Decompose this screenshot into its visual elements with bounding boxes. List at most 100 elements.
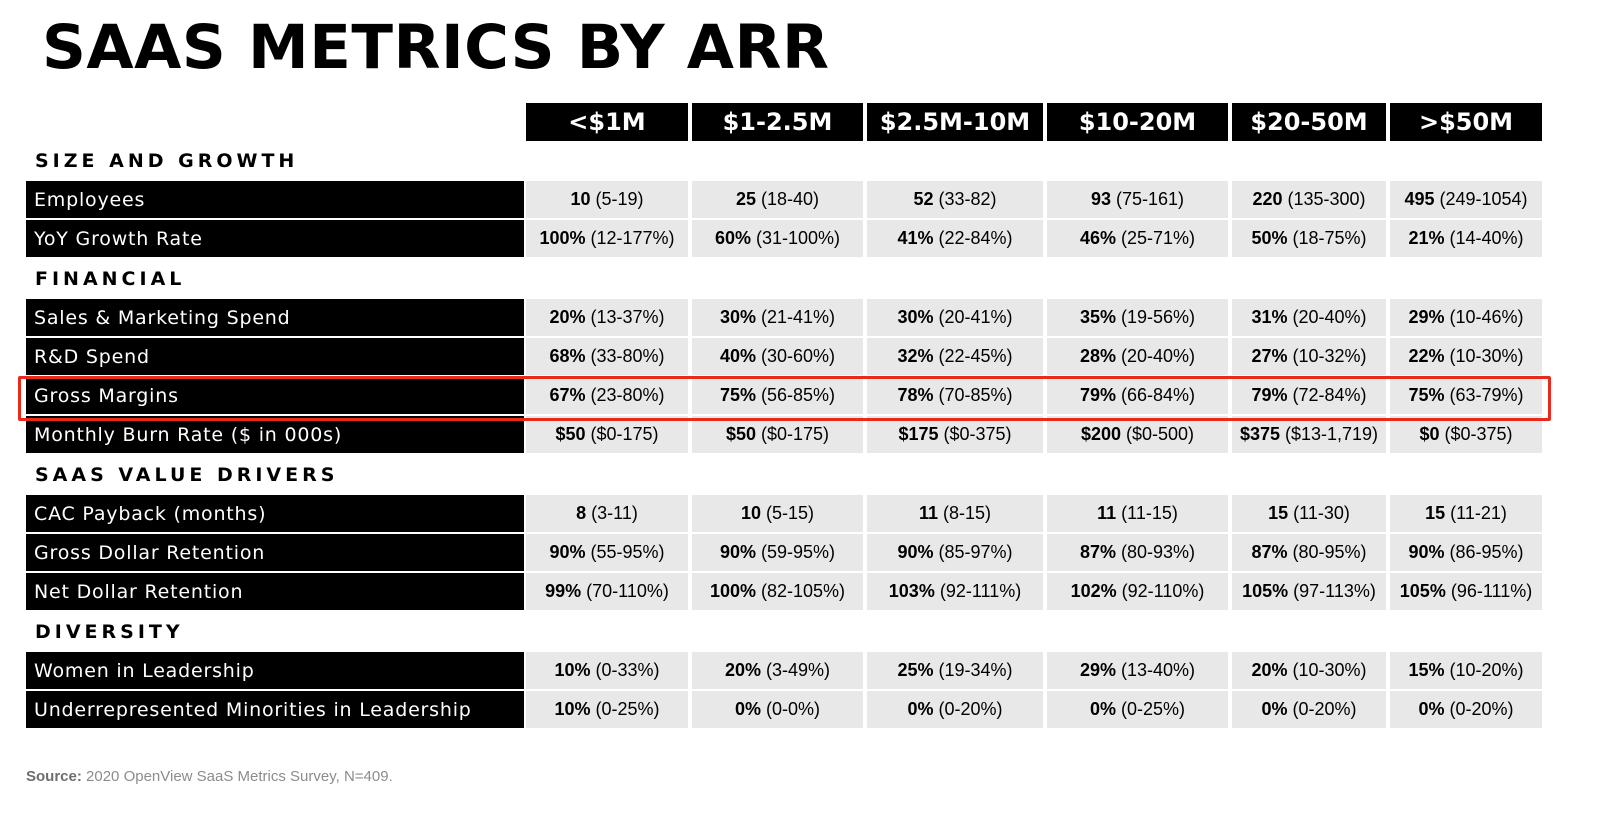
metric-range: (80-93%) bbox=[1121, 542, 1196, 562]
metric-range: (0-0%) bbox=[766, 699, 821, 719]
metric-median: $50 bbox=[555, 424, 586, 444]
table-row: YoY Growth Rate 100% (12-177%) 60% (31-100%)… bbox=[26, 220, 1576, 259]
metric-cell: 21% (14-40%) bbox=[1390, 220, 1542, 257]
metric-range: (86-95%) bbox=[1449, 542, 1524, 562]
metric-range: (10-46%) bbox=[1449, 307, 1524, 327]
metric-cell: 90% (55-95%) bbox=[526, 534, 688, 571]
column-header: $20-50M bbox=[1232, 103, 1386, 141]
metric-range: (19-56%) bbox=[1121, 307, 1196, 327]
metric-range: (3-11) bbox=[591, 503, 638, 523]
metric-cell: 105% (97-113%) bbox=[1232, 573, 1386, 610]
metric-cell: 0% (0-20%) bbox=[1232, 691, 1386, 728]
metric-median: 0% bbox=[1418, 699, 1445, 719]
metric-median: 22% bbox=[1408, 346, 1445, 366]
metric-median: 67% bbox=[549, 385, 586, 405]
metric-cell: 29% (13-40%) bbox=[1047, 652, 1228, 689]
row-label: CAC Payback (months) bbox=[26, 495, 524, 532]
metric-cell: 103% (92-111%) bbox=[867, 573, 1043, 610]
metric-cell: 0% (0-25%) bbox=[1047, 691, 1228, 728]
table-row: R&D Spend 68% (33-80%) 40% (30-60%) 32% (22-45… bbox=[26, 338, 1576, 377]
metric-range: (19-34%) bbox=[938, 660, 1013, 680]
metric-cell: 75% (63-79%) bbox=[1390, 377, 1542, 414]
metric-median: 10 bbox=[740, 503, 761, 523]
metric-range: (82-105%) bbox=[761, 581, 846, 601]
metric-median: $50 bbox=[725, 424, 756, 444]
metric-range: (0-20%) bbox=[1292, 699, 1357, 719]
metric-cell: 25 (18-40) bbox=[692, 181, 863, 218]
metric-median: 90% bbox=[897, 542, 934, 562]
metric-median: 75% bbox=[1408, 385, 1445, 405]
metric-cell: 87% (80-93%) bbox=[1047, 534, 1228, 571]
metric-range: (0-25%) bbox=[595, 699, 660, 719]
metric-range: (72-84%) bbox=[1292, 385, 1367, 405]
metric-cell: 75% (56-85%) bbox=[692, 377, 863, 414]
metric-cell: 20% (3-49%) bbox=[692, 652, 863, 689]
metric-cell: 78% (70-85%) bbox=[867, 377, 1043, 414]
metric-range: (12-177%) bbox=[590, 228, 675, 248]
metric-cell: 40% (30-60%) bbox=[692, 338, 863, 375]
metric-range: (11-15) bbox=[1121, 503, 1178, 523]
metric-median: 79% bbox=[1079, 385, 1116, 405]
metric-cell: 90% (86-95%) bbox=[1390, 534, 1542, 571]
metric-median: 41% bbox=[897, 228, 934, 248]
metric-median: 31% bbox=[1251, 307, 1288, 327]
metric-cell: 99% (70-110%) bbox=[526, 573, 688, 610]
metric-median: 25 bbox=[735, 189, 756, 209]
section-heading: FINANCIAL bbox=[35, 268, 186, 290]
metric-median: 8 bbox=[576, 503, 587, 523]
metric-median: 99% bbox=[545, 581, 582, 601]
metric-range: (80-95%) bbox=[1292, 542, 1367, 562]
metric-cell: 10% (0-33%) bbox=[526, 652, 688, 689]
column-header: $2.5M-10M bbox=[867, 103, 1043, 141]
metric-cell: 0% (0-20%) bbox=[867, 691, 1043, 728]
metric-cell: 41% (22-84%) bbox=[867, 220, 1043, 257]
metric-cell: $50 ($0-175) bbox=[526, 416, 688, 453]
metric-median: 15 bbox=[1268, 503, 1289, 523]
metric-range: (10-30%) bbox=[1292, 660, 1367, 680]
metric-cell: 15 (11-30) bbox=[1232, 495, 1386, 532]
metric-range: ($0-375) bbox=[1444, 424, 1513, 444]
metric-median: 29% bbox=[1079, 660, 1116, 680]
column-header: <$1M bbox=[526, 103, 688, 141]
section-heading: SAAS VALUE DRIVERS bbox=[35, 464, 339, 486]
column-header: $1-2.5M bbox=[692, 103, 863, 141]
metric-range: (11-30) bbox=[1293, 503, 1350, 523]
metric-range: (21-41%) bbox=[761, 307, 836, 327]
table-row: Sales & Marketing Spend 20% (13-37%) 30% (21… bbox=[26, 299, 1576, 338]
metric-cell: 0% (0-20%) bbox=[1390, 691, 1542, 728]
row-label: Monthly Burn Rate ($ in 000s) bbox=[26, 416, 524, 453]
metric-range: ($13-1,719) bbox=[1284, 424, 1379, 444]
metric-cell: 20% (10-30%) bbox=[1232, 652, 1386, 689]
metric-cell: 46% (25-71%) bbox=[1047, 220, 1228, 257]
metric-cell: 27% (10-32%) bbox=[1232, 338, 1386, 375]
row-label: Sales & Marketing Spend bbox=[26, 299, 524, 336]
metric-cell: 52 (33-82) bbox=[867, 181, 1043, 218]
metric-cell: 11 (8-15) bbox=[867, 495, 1043, 532]
metric-range: (14-40%) bbox=[1449, 228, 1524, 248]
metric-median: 40% bbox=[719, 346, 756, 366]
metric-cell: $175 ($0-375) bbox=[867, 416, 1043, 453]
metric-median: 68% bbox=[549, 346, 586, 366]
metric-median: 20% bbox=[724, 660, 761, 680]
metric-range: (18-75%) bbox=[1292, 228, 1367, 248]
metric-cell: 90% (59-95%) bbox=[692, 534, 863, 571]
metric-range: (18-40) bbox=[761, 189, 820, 209]
table-row: Gross Dollar Retention 90% (55-95%) 90% (59-… bbox=[26, 534, 1576, 573]
metric-range: (10-30%) bbox=[1449, 346, 1524, 366]
metric-cell: 100% (12-177%) bbox=[526, 220, 688, 257]
metric-range: (59-95%) bbox=[761, 542, 836, 562]
metric-range: (66-84%) bbox=[1121, 385, 1196, 405]
metric-range: (55-95%) bbox=[590, 542, 665, 562]
metric-median: 87% bbox=[1251, 542, 1288, 562]
metric-range: (0-25%) bbox=[1120, 699, 1186, 719]
source-text: 2020 OpenView SaaS Metrics Survey, N=409… bbox=[86, 768, 393, 785]
metric-range: (56-85%) bbox=[761, 385, 836, 405]
metric-cell: 495 (249-1054) bbox=[1390, 181, 1542, 218]
metric-cell: 93 (75-161) bbox=[1047, 181, 1228, 218]
column-header: >$50M bbox=[1390, 103, 1542, 141]
metric-cell: 30% (20-41%) bbox=[867, 299, 1043, 336]
table-row: Underrepresented Minorities in Leadershi… bbox=[26, 691, 1576, 730]
metric-range: (25-71%) bbox=[1121, 228, 1196, 248]
metric-range: (135-300) bbox=[1287, 189, 1366, 209]
metric-median: 90% bbox=[719, 542, 756, 562]
